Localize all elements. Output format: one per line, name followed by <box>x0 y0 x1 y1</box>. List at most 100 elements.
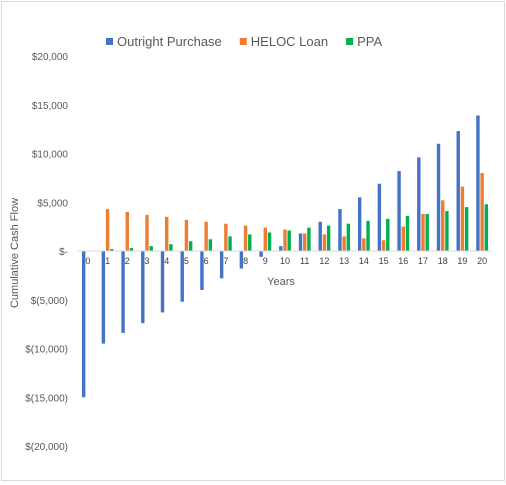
bar <box>357 197 362 251</box>
x-tick-label: 14 <box>359 256 369 266</box>
bar <box>386 218 390 251</box>
bar <box>208 239 213 251</box>
bar <box>298 233 303 251</box>
x-tick-label: 2 <box>125 256 130 266</box>
bar <box>346 223 351 251</box>
bar <box>405 215 410 251</box>
bar <box>441 200 445 251</box>
bar <box>279 246 283 251</box>
bar <box>436 143 441 251</box>
bar <box>338 209 342 251</box>
bar <box>425 213 429 251</box>
bar <box>188 241 193 251</box>
bar <box>263 227 267 251</box>
cash-flow-chart: Outright Purchase HELOC Loan PPA $20,000 $1… <box>9 34 492 453</box>
bar <box>322 234 327 251</box>
series-ppa <box>110 204 489 251</box>
bar <box>110 249 114 251</box>
x-tick-label: 4 <box>164 256 169 266</box>
x-tick-label: 10 <box>280 256 290 266</box>
x-tick-label: 3 <box>144 256 149 266</box>
legend-item: PPA <box>346 34 382 49</box>
bar <box>228 236 232 251</box>
y-tick-label: $(10,000) <box>25 345 68 356</box>
x-tick-label: 20 <box>477 256 487 266</box>
bar <box>248 234 252 251</box>
bar <box>184 219 189 251</box>
bar <box>303 233 307 251</box>
y-tick-label: $10,000 <box>32 150 69 161</box>
x-tick-label: 19 <box>457 256 467 266</box>
x-tick-label: 16 <box>398 256 408 266</box>
x-tick-label: 18 <box>438 256 448 266</box>
bar <box>160 251 165 313</box>
y-tick-label: $15,000 <box>32 101 69 112</box>
y-tick-label: $20,000 <box>32 52 69 63</box>
legend: Outright Purchase HELOC Loan PPA <box>106 34 382 49</box>
y-tick-label: $(5,000) <box>31 296 68 307</box>
bar <box>81 251 86 398</box>
series-heloc-loan <box>105 173 484 251</box>
bar <box>239 251 244 269</box>
x-axis-title: Years <box>267 276 295 288</box>
bar <box>121 251 125 333</box>
bar <box>125 212 129 251</box>
x-tick-label: 5 <box>184 256 189 266</box>
bar <box>381 240 386 251</box>
bar <box>101 251 106 344</box>
bar <box>326 225 331 251</box>
legend-item: HELOC Loan <box>239 34 328 49</box>
x-axis-tick-labels: 0 1 2 3 4 5 6 7 8 9 10 11 12 13 14 15 16 17 18 19 20 <box>85 256 487 266</box>
y-tick-label: $(20,000) <box>25 442 68 453</box>
x-tick-label: 8 <box>243 256 248 266</box>
bar <box>401 226 405 251</box>
x-tick-label: 13 <box>339 256 349 266</box>
bar <box>397 171 401 251</box>
x-tick-label: 6 <box>204 256 209 266</box>
bar <box>149 246 153 251</box>
bar <box>366 220 370 251</box>
bar <box>421 213 425 251</box>
bar <box>224 223 228 251</box>
x-tick-label: 1 <box>105 256 110 266</box>
legend-swatch <box>106 38 113 45</box>
bar <box>145 214 149 251</box>
x-tick-label: 11 <box>300 256 309 266</box>
x-tick-label: 9 <box>263 256 268 266</box>
bar <box>417 157 421 251</box>
x-tick-label: 17 <box>418 256 428 266</box>
y-tick-label: $- <box>59 247 68 258</box>
x-tick-label: 15 <box>379 256 389 266</box>
bar <box>342 236 346 251</box>
bar <box>219 251 224 279</box>
bar <box>283 229 287 251</box>
bar <box>141 251 145 324</box>
x-tick-label: 0 <box>85 256 90 266</box>
y-axis-title: Cumulative Cash Flow <box>9 198 21 308</box>
bar-series <box>81 115 489 398</box>
legend-label: PPA <box>357 34 382 49</box>
y-tick-label: $5,000 <box>37 198 68 209</box>
bar <box>460 186 465 251</box>
bar <box>476 115 480 251</box>
legend-item: Outright Purchase <box>106 34 222 49</box>
legend-swatch <box>346 38 354 45</box>
bar <box>445 211 449 251</box>
y-tick-label: $(15,000) <box>25 393 68 404</box>
legend-swatch <box>239 38 247 45</box>
bar <box>464 207 469 251</box>
bar <box>287 230 291 251</box>
bar <box>480 173 484 251</box>
bar <box>169 244 173 251</box>
y-axis-tick-labels: $20,000 $15,000 $10,000 $5,000 $- $(5,000) $(1… <box>25 52 68 453</box>
bar <box>362 238 366 251</box>
bar <box>165 216 169 251</box>
bar <box>200 251 204 290</box>
series-outright-purchase <box>81 115 480 398</box>
bar <box>456 131 460 251</box>
x-tick-label: 12 <box>319 256 329 266</box>
legend-label: Outright Purchase <box>117 34 222 49</box>
bar <box>318 221 322 251</box>
bar <box>377 183 382 251</box>
